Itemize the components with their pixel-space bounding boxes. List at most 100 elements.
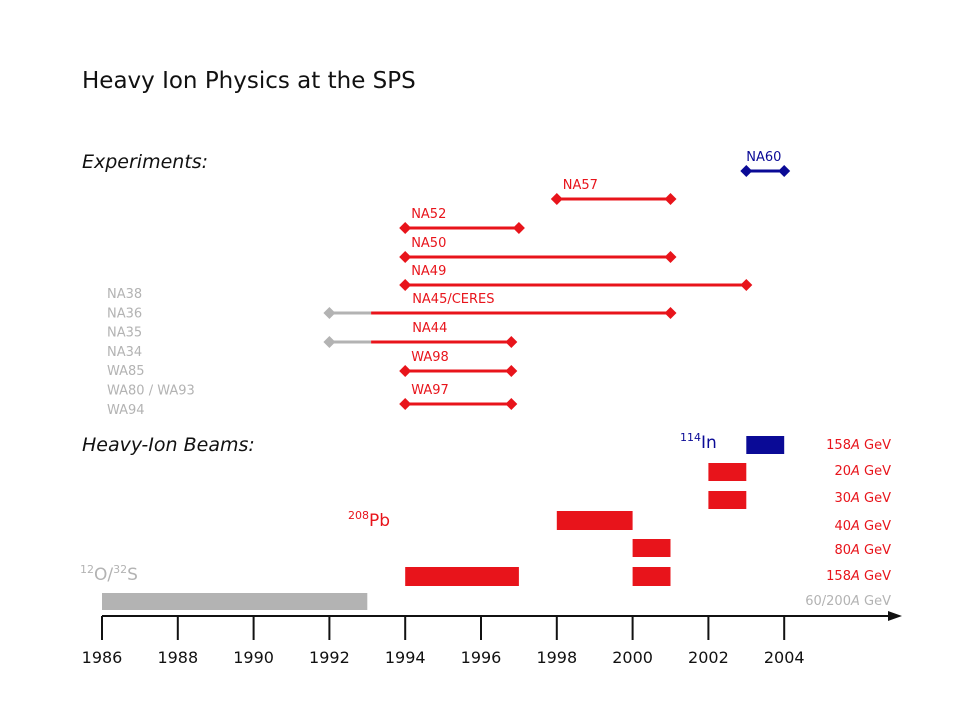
experiment-end-marker: [505, 398, 518, 410]
year-tick-label: 1990: [233, 648, 274, 667]
energy-unit: GeV: [860, 464, 891, 479]
year-tick-label: 1986: [82, 648, 123, 667]
experiment-end-marker: [664, 193, 677, 205]
experiment-start-marker: [323, 336, 336, 348]
energy-per-nucleon: A: [850, 519, 860, 534]
beam-energy-label: 158A GeV: [826, 569, 891, 584]
ion-symbol: Pb: [369, 511, 390, 531]
experiment-label: NA60: [746, 150, 781, 165]
beam-energy-label: 40A GeV: [834, 519, 891, 534]
year-tick-label: 1992: [309, 648, 350, 667]
page-title: Heavy Ion Physics at the SPS: [82, 68, 416, 94]
beam-period-bar: [405, 567, 519, 586]
year-tick-label: 2004: [764, 648, 805, 667]
ion-symbol: In: [701, 433, 717, 453]
old-experiment-label: NA35: [107, 326, 142, 341]
experiment-end-marker: [512, 222, 525, 234]
old-experiment-label: NA36: [107, 306, 142, 321]
experiment-bars: NA60 NA57 NA52 NA50 NA49 NA45/CERES NA44 WA98 WA…: [323, 150, 791, 410]
experiment-label: NA57: [563, 178, 598, 193]
energy-unit: GeV: [860, 569, 891, 584]
ion-label: 208Pb: [348, 509, 390, 531]
energy-value: 30: [834, 491, 851, 506]
energy-value: 158: [826, 569, 851, 584]
ion-label: 12O/32S: [80, 563, 138, 585]
ion-mass-number: 32: [113, 563, 127, 576]
energy-per-nucleon: A: [850, 569, 860, 584]
experiment-label: WA97: [411, 383, 449, 398]
beam-energy-label: 158A GeV: [826, 438, 891, 453]
energy-unit: GeV: [860, 438, 891, 453]
energy-value: 60/200: [805, 594, 851, 609]
energy-value: 40: [834, 519, 851, 534]
experiment-start-marker: [550, 193, 563, 205]
old-experiment-label: NA38: [107, 287, 142, 302]
experiment-end-marker: [505, 336, 518, 348]
beam-period-bar: [556, 511, 633, 530]
beam-energy-label: 80A GeV: [834, 543, 891, 558]
energy-unit: GeV: [860, 519, 891, 534]
energy-value: 80: [834, 543, 851, 558]
ion-symbol: S: [127, 565, 138, 585]
energy-per-nucleon: A: [850, 464, 860, 479]
experiment-label: NA45/CERES: [412, 292, 494, 307]
experiment-start-marker: [399, 398, 412, 410]
energy-unit: GeV: [860, 594, 891, 609]
experiment-label: NA52: [411, 207, 446, 222]
year-tick-label: 2002: [688, 648, 729, 667]
experiment-label: WA98: [411, 350, 449, 365]
axis-arrowhead: [888, 611, 902, 621]
beam-period-bar: [746, 436, 785, 454]
beam-energy-label: 60/200A GeV: [805, 594, 891, 609]
ion-labels: 114In 208Pb 12O/32S: [80, 431, 717, 585]
experiment-end-marker: [740, 279, 753, 291]
year-tick-label: 1988: [157, 648, 198, 667]
old-experiment-label: NA34: [107, 345, 142, 360]
ion-mass-number: 12: [80, 563, 94, 576]
energy-value: 158: [826, 438, 851, 453]
experiment-label: NA44: [412, 321, 447, 336]
beam-energy-label: 20A GeV: [834, 464, 891, 479]
year-tick-label: 1996: [461, 648, 502, 667]
experiment-end-marker: [664, 307, 677, 319]
experiment-start-marker: [740, 165, 753, 177]
energy-value: 20: [834, 464, 851, 479]
energy-unit: GeV: [860, 491, 891, 506]
beam-period-bar: [102, 593, 368, 610]
old-experiment-label: WA85: [107, 364, 145, 379]
ion-mass-number: 208: [348, 509, 369, 522]
old-experiments-list: NA38 NA36 NA35 NA34 WA85 WA80 / WA93 WA94: [107, 287, 195, 418]
beam-bars: [102, 436, 785, 610]
year-axis: 1986 1988 1990 1992 1994 1996 1998 2000 2002 2004: [82, 611, 902, 667]
beam-period-bar: [632, 539, 671, 557]
experiments-heading: Experiments:: [82, 151, 208, 173]
beam-period-bar: [708, 491, 747, 509]
beams-heading: Heavy-Ion Beams:: [82, 434, 255, 456]
year-tick-label: 1994: [385, 648, 426, 667]
old-experiment-label: WA80 / WA93: [107, 384, 195, 399]
experiment-start-marker: [399, 251, 412, 263]
experiment-start-marker: [399, 279, 412, 291]
experiment-start-marker: [399, 222, 412, 234]
ion-label: 114In: [680, 431, 717, 453]
beam-energy-label: 30A GeV: [834, 491, 891, 506]
year-tick-label: 2000: [612, 648, 653, 667]
beam-period-bar: [708, 463, 747, 481]
ion-mass-number: 114: [680, 431, 701, 444]
experiment-start-marker: [399, 365, 412, 377]
experiment-end-marker: [505, 365, 518, 377]
ion-symbol: O/: [94, 565, 113, 585]
experiment-start-marker: [323, 307, 336, 319]
experiment-end-marker: [664, 251, 677, 263]
energy-unit: GeV: [860, 543, 891, 558]
energy-per-nucleon: A: [850, 438, 860, 453]
experiment-label: NA49: [411, 264, 446, 279]
energy-per-nucleon: A: [850, 491, 860, 506]
energy-per-nucleon: A: [850, 543, 860, 558]
beam-period-bar: [632, 567, 671, 586]
experiment-end-marker: [778, 165, 791, 177]
old-experiment-label: WA94: [107, 403, 145, 418]
experiment-label: NA50: [411, 236, 446, 251]
